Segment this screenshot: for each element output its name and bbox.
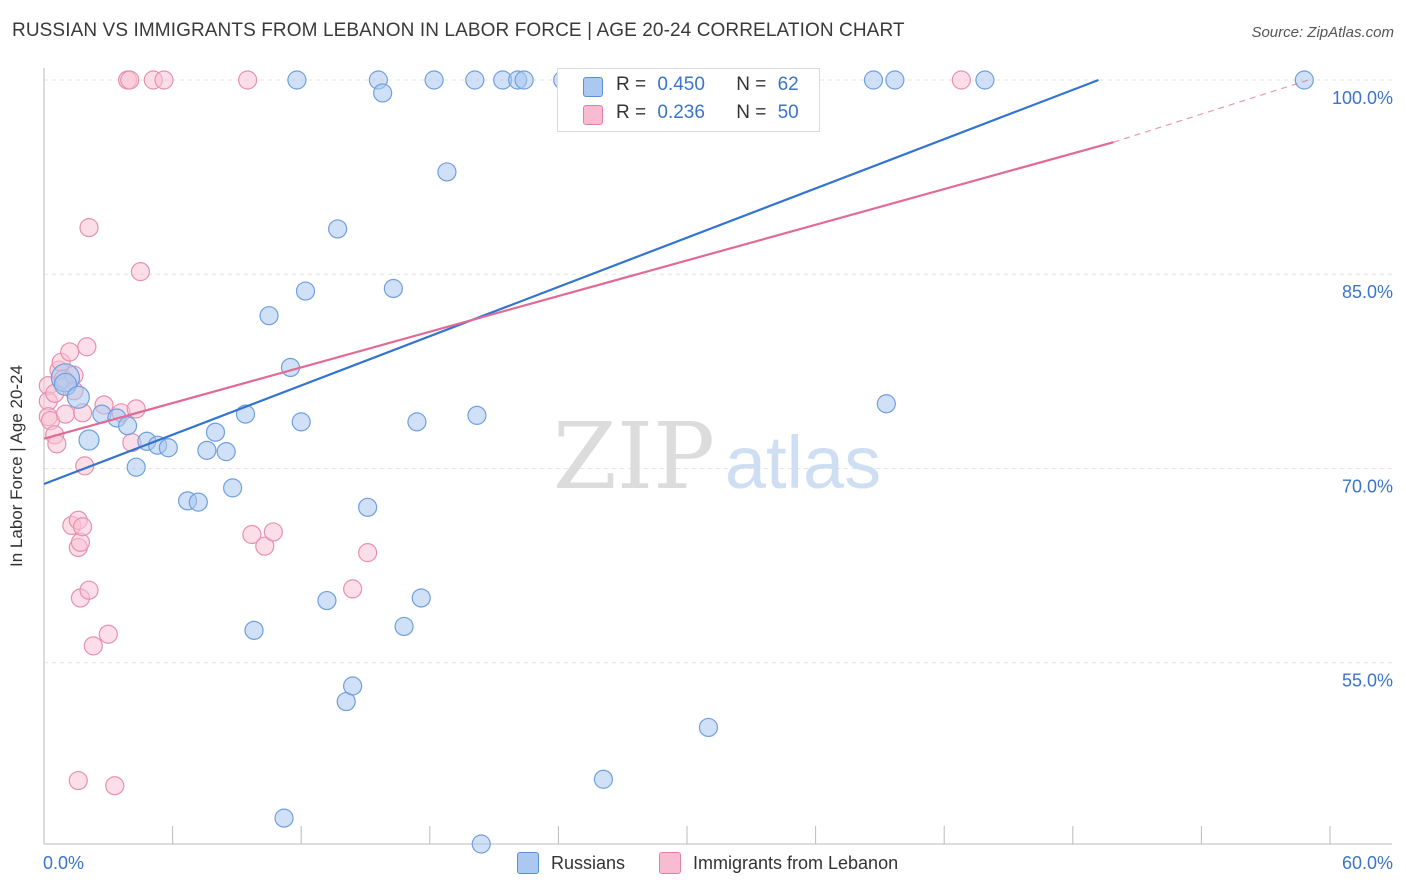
data-point — [328, 219, 348, 239]
bottom-legend-label-lebanon: Immigrants from Lebanon — [693, 852, 899, 873]
data-point — [1294, 70, 1314, 90]
data-point — [55, 404, 76, 424]
data-point — [424, 70, 444, 90]
data-point — [60, 342, 80, 362]
data-point — [255, 536, 275, 556]
stats-legend: R = 0.450 N = 62 R = 0.236 N = 50 — [557, 68, 820, 132]
source-label: Source: ZipAtlas.com — [1251, 24, 1394, 41]
data-point — [471, 834, 491, 854]
data-point — [465, 70, 485, 90]
data-point — [394, 616, 414, 637]
legend-n-label: N = — [736, 102, 767, 123]
y-tick-label: 70.0% — [1342, 476, 1393, 496]
legend-r-value-lebanon: 0.236 — [657, 102, 705, 123]
series-russians-points — [50, 70, 1314, 854]
data-point — [263, 522, 283, 542]
legend-n-value-russians: 62 — [777, 74, 799, 95]
legend-n-label: N = — [736, 74, 767, 95]
data-point — [863, 70, 884, 90]
data-point — [242, 524, 262, 545]
data-point — [358, 497, 378, 517]
data-point — [295, 281, 316, 301]
data-point — [467, 405, 487, 425]
legend-r-label: R = — [616, 74, 647, 95]
legend-swatch-lebanon — [583, 105, 603, 125]
data-point — [205, 422, 226, 442]
data-point — [411, 588, 431, 608]
data-point — [287, 70, 307, 90]
data-point — [126, 457, 146, 477]
bottom-legend-swatch-lebanon — [659, 852, 681, 874]
data-point — [317, 590, 337, 611]
y-tick-label: 85.0% — [1342, 282, 1393, 302]
y-tick-label: 55.0% — [1342, 671, 1393, 691]
trend-line-lebanon — [43, 141, 1114, 440]
data-point — [876, 394, 896, 414]
data-point — [83, 636, 103, 656]
data-point — [197, 440, 217, 460]
trend-line-lebanon-extension — [1113, 79, 1309, 143]
bottom-legend-swatch-russians — [517, 852, 539, 874]
data-point — [68, 770, 88, 791]
data-point — [79, 218, 99, 238]
x-tick-label: 60.0% — [1342, 853, 1393, 873]
data-point — [343, 676, 363, 696]
data-point — [158, 438, 178, 458]
gridlines — [44, 79, 1392, 664]
data-point — [79, 580, 99, 600]
data-point — [407, 412, 427, 432]
legend-n-value-lebanon: 50 — [777, 102, 799, 123]
trend-lines — [43, 78, 1309, 486]
bottom-legend-lebanon: Immigrants from Lebanon — [659, 852, 898, 874]
data-point — [223, 478, 243, 498]
data-point — [105, 776, 125, 796]
bottom-legend-label-russians: Russians — [551, 852, 626, 873]
data-point — [188, 492, 208, 512]
watermark-atlas: atlas — [725, 421, 881, 504]
data-point — [244, 620, 264, 640]
data-point — [885, 70, 905, 90]
data-point — [291, 412, 311, 432]
watermark-zip: ZIP — [553, 403, 715, 510]
data-point — [216, 442, 236, 462]
legend-r-label: R = — [616, 102, 647, 123]
trend-line-russians — [43, 78, 1099, 486]
x-tick-label: 0.0% — [43, 853, 84, 873]
data-point — [77, 337, 97, 357]
data-point — [951, 70, 971, 90]
data-point — [274, 808, 294, 828]
data-point — [358, 543, 378, 563]
data-point — [514, 70, 534, 90]
axes — [43, 68, 1392, 845]
data-point — [120, 70, 140, 90]
chart-title: RUSSIAN VS IMMIGRANTS FROM LEBANON IN LA… — [12, 20, 905, 41]
data-point — [238, 70, 258, 90]
watermark: ZIP atlas — [553, 403, 881, 510]
data-point — [78, 429, 100, 451]
legend-swatch-russians — [583, 77, 603, 97]
data-point — [259, 306, 279, 326]
data-point — [373, 83, 393, 103]
data-point — [593, 769, 614, 789]
data-point — [698, 717, 719, 738]
y-tick-label: 100.0% — [1332, 88, 1393, 108]
data-point — [437, 162, 457, 182]
data-point — [72, 517, 93, 537]
bottom-legend-russians: Russians — [517, 852, 625, 874]
data-point — [117, 416, 138, 436]
data-point — [343, 579, 363, 599]
series-lebanon-points — [38, 70, 971, 796]
data-point — [98, 624, 118, 644]
data-point — [975, 70, 995, 90]
data-point — [66, 385, 90, 409]
y-axis-label: In Labor Force | Age 20-24 — [7, 365, 26, 567]
data-point — [154, 70, 174, 90]
data-point — [383, 278, 403, 299]
data-point — [130, 262, 151, 282]
legend-r-value-russians: 0.450 — [657, 74, 705, 95]
tick-labels: 100.0% 85.0% 70.0% 55.0% 0.0% 60.0% — [43, 88, 1393, 873]
